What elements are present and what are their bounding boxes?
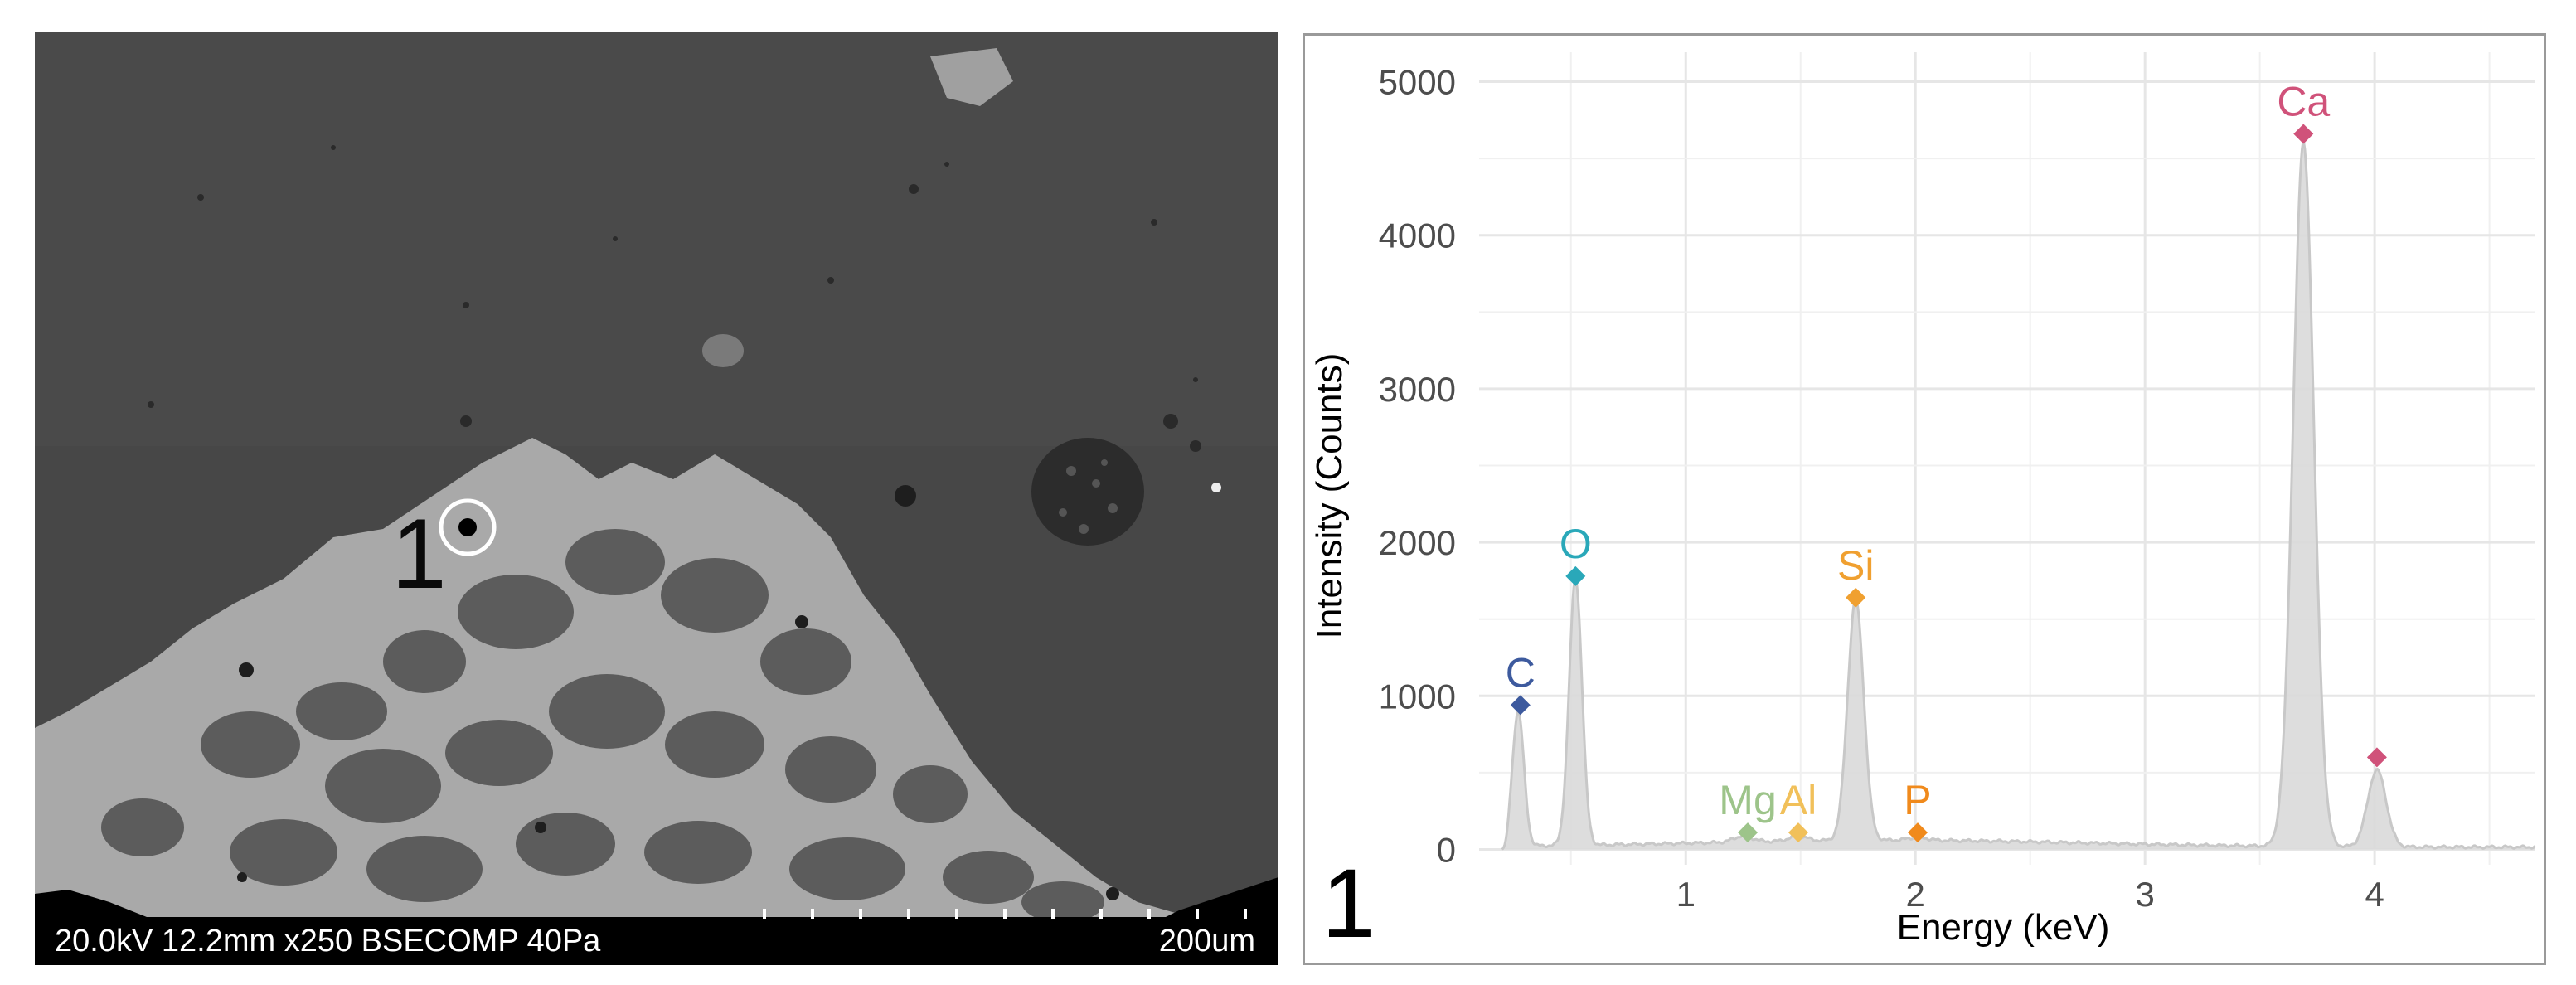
y-tick-label: 4000	[1379, 216, 1456, 255]
analysis-spot-label: 1	[391, 498, 447, 609]
element-marker	[1565, 565, 1586, 586]
sem-info-bar: 20.0kV 12.2mm x250 BSECOMP 40Pa 200um	[35, 909, 1278, 965]
x-axis-title: Energy (keV)	[1897, 907, 2110, 948]
element-label: O	[1560, 521, 1592, 567]
x-tick-label: 4	[2365, 875, 2384, 914]
element-marker	[1907, 822, 1928, 843]
x-tick-label: 2	[1906, 875, 1925, 914]
element-label: C	[1506, 649, 1535, 696]
element-markers: C O Mg Al Si P Ca	[1506, 79, 2387, 843]
sem-image-panel: 1 20.0kV 12.2mm x250 BSECOMP 40Pa 200um	[35, 32, 1278, 965]
x-tick-label: 1	[1676, 875, 1696, 914]
element-label: Mg	[1719, 777, 1776, 823]
spectrum-trace	[1501, 141, 2536, 851]
element-label: Al	[1780, 777, 1817, 823]
sem-micrograph	[35, 32, 1278, 965]
y-tick-label: 2000	[1379, 523, 1456, 562]
element-marker	[1510, 695, 1531, 716]
panel-label: 1	[1322, 849, 1376, 958]
eds-spectrum-panel: 1 2 3 4 0 1000 2000 3000 4000 5000 C O Mg Al Si P Ca In…	[1303, 33, 2546, 965]
axis-ticks: 1 2 3 4 0 1000 2000 3000 4000 5000	[1379, 63, 2384, 914]
element-marker	[1738, 822, 1759, 843]
element-label: Ca	[2277, 79, 2330, 125]
element-marker	[1788, 822, 1808, 843]
element-label: Si	[1837, 542, 1874, 589]
y-tick-label: 1000	[1379, 677, 1456, 716]
spectrum-area	[1501, 143, 2535, 850]
element-marker	[2366, 747, 2387, 768]
sem-acquisition-info: 20.0kV 12.2mm x250 BSECOMP 40Pa	[55, 924, 601, 958]
scale-bar	[763, 909, 1247, 919]
element-label: P	[1904, 777, 1931, 823]
scale-bar-label: 200um	[1158, 924, 1255, 958]
y-tick-label: 0	[1437, 830, 1456, 869]
chart-grid	[1479, 52, 2535, 865]
eds-spectrum-chart: 1 2 3 4 0 1000 2000 3000 4000 5000 C O Mg Al Si P Ca In…	[1309, 52, 2536, 948]
element-marker	[2293, 124, 2314, 144]
y-axis-title: Intensity (Counts)	[1309, 353, 1350, 639]
y-tick-label: 3000	[1379, 370, 1456, 409]
element-marker	[1846, 587, 1866, 608]
y-tick-label: 5000	[1379, 63, 1456, 102]
x-tick-label: 3	[2135, 875, 2154, 914]
spectrum-line	[1501, 141, 2536, 851]
